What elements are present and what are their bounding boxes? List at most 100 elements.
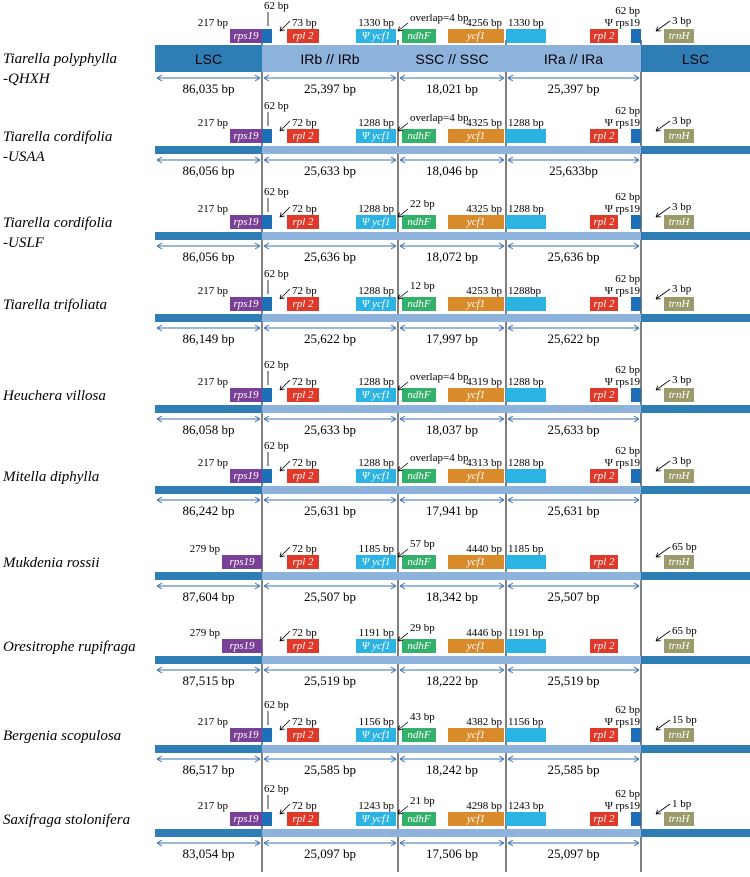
rps19-pseudo-label: Ψ rps19 xyxy=(605,17,641,29)
rpl2-irb-gene-box xyxy=(287,639,319,653)
ycf1-ir-length: 1288 bp xyxy=(358,285,394,297)
trnH-leader xyxy=(655,630,671,642)
lsc-len-arrow-left xyxy=(156,74,163,82)
ssc-length: 17,506 bp xyxy=(426,846,478,861)
lsc-len-arrow-left xyxy=(156,242,163,250)
ssc-region xyxy=(398,146,506,154)
trnH-leader xyxy=(655,120,671,132)
ndhF-leader-head xyxy=(397,294,403,300)
irb-len-arrow-left xyxy=(263,74,270,82)
jla-note: 62 bp xyxy=(615,788,640,800)
species-name-suffix: -USAA xyxy=(3,149,45,165)
lsc-len-arrow-right xyxy=(254,415,261,423)
lsc-length: 86,517 bp xyxy=(183,762,235,777)
ssc-length: 18,342 bp xyxy=(426,589,478,604)
ssc-len-arrow-left xyxy=(399,156,406,164)
irb-region xyxy=(262,572,398,580)
lsc-length: 86,056 bp xyxy=(183,249,235,264)
ira-len-arrow-left xyxy=(507,74,514,82)
irb-len-arrow-right xyxy=(390,496,397,504)
ira-region xyxy=(506,146,641,154)
rps19-gene-label: rps19 xyxy=(233,216,259,228)
ycf1-gene-box xyxy=(448,129,504,143)
rps19-gene-box xyxy=(222,555,262,569)
ira-ycf1-block xyxy=(506,297,546,311)
rpl2-note: 72 bp xyxy=(292,203,317,215)
ndhF-gene-box xyxy=(402,469,436,483)
ycf1-gene-box xyxy=(448,639,504,653)
trnH-leader-head xyxy=(655,466,661,472)
irb-length: 25,507 bp xyxy=(304,589,356,604)
ndhF-gene-label: ndhF xyxy=(407,30,431,42)
ycf1-gene-box xyxy=(448,469,504,483)
rps19-pseudo-box xyxy=(631,812,641,826)
lsc-len-arrow-left xyxy=(156,582,163,590)
rpl2-leader xyxy=(279,803,291,815)
ssc-length: 18,242 bp xyxy=(426,762,478,777)
lsc-length: 86,242 bp xyxy=(183,503,235,518)
lsc-right-region xyxy=(641,745,750,753)
rpl2-leader xyxy=(279,719,291,731)
ndhF-gene-label: ndhF xyxy=(407,813,431,825)
ira-region xyxy=(506,45,641,72)
irb-length: 25,636 bp xyxy=(304,249,356,264)
rps19-ir-extension xyxy=(262,388,272,402)
ira-region xyxy=(506,314,641,322)
rpl2-irb-gene-label: rpl 2 xyxy=(292,813,314,825)
irb-region xyxy=(262,745,398,753)
ira-len-arrow-left xyxy=(507,582,514,590)
trnH-gene-label: trnH xyxy=(669,813,691,825)
rpl2-ira-gene-box xyxy=(590,297,618,311)
ycf1-pseudo-gene-box xyxy=(356,639,396,653)
rps19-gene-label: rps19 xyxy=(233,130,259,142)
trnH-gene-box xyxy=(664,215,694,229)
ssc-len-arrow-left xyxy=(399,242,406,250)
trnH-leader-head xyxy=(655,26,661,32)
lsc-length: 86,056 bp xyxy=(183,163,235,178)
jlb-note: 62 bp xyxy=(264,268,289,280)
lsc-right-region xyxy=(641,656,750,664)
ycf1-pseudo-gene-box xyxy=(356,29,396,43)
ssc-region xyxy=(398,572,506,580)
species-name: Saxifraga stolonifera xyxy=(3,812,130,828)
ndhF-note: overlap=4 bp xyxy=(410,12,469,24)
species-name: Mitella diphylla xyxy=(2,469,99,485)
lsc-length: 86,058 bp xyxy=(183,422,235,437)
species-name: Heuchera villosa xyxy=(2,388,106,404)
irb-region xyxy=(262,146,398,154)
trnH-leader xyxy=(655,20,671,32)
rps19-gene-box xyxy=(230,129,262,143)
trnH-leader-head xyxy=(655,212,661,218)
irb-len-arrow-left xyxy=(263,242,270,250)
ycf1-pseudo-gene-label: Ψ ycf1 xyxy=(362,389,391,401)
rps19-gene-box xyxy=(230,388,262,402)
ira-len-arrow-right xyxy=(633,582,640,590)
ycf1-length: 4253 bp xyxy=(466,285,502,297)
rpl2-irb-gene-label: rpl 2 xyxy=(292,470,314,482)
irb-len-arrow-left xyxy=(263,582,270,590)
ira-region xyxy=(506,405,641,413)
ndhF-leader-head xyxy=(397,212,403,218)
rps19-ir-extension xyxy=(262,297,272,311)
ndhF-note: overlap=4 bp xyxy=(410,112,469,124)
lsc-length: 87,515 bp xyxy=(183,673,235,688)
rpl2-irb-gene-box xyxy=(287,812,319,826)
ycf1-gene-box xyxy=(448,215,504,229)
ira-length: 1288 bp xyxy=(508,203,544,215)
rpl2-note: 72 bp xyxy=(292,716,317,728)
ndhF-gene-label: ndhF xyxy=(407,130,431,142)
ndhF-gene-box xyxy=(402,388,436,402)
jla-note: 62 bp xyxy=(615,273,640,285)
trnH-gene-box xyxy=(664,388,694,402)
irb-len-arrow-right xyxy=(390,666,397,674)
ssc-region xyxy=(398,405,506,413)
ssc-length: 18,037 bp xyxy=(426,422,478,437)
rpl2-ira-gene-box xyxy=(590,129,618,143)
ycf1-pseudo-gene-label: Ψ ycf1 xyxy=(362,470,391,482)
rps19-gene-box xyxy=(230,469,262,483)
ndhF-leader-head xyxy=(397,466,403,472)
ycf1-gene-label: ycf1 xyxy=(466,298,485,310)
ira-length-label: 25,631 bp xyxy=(548,503,600,518)
